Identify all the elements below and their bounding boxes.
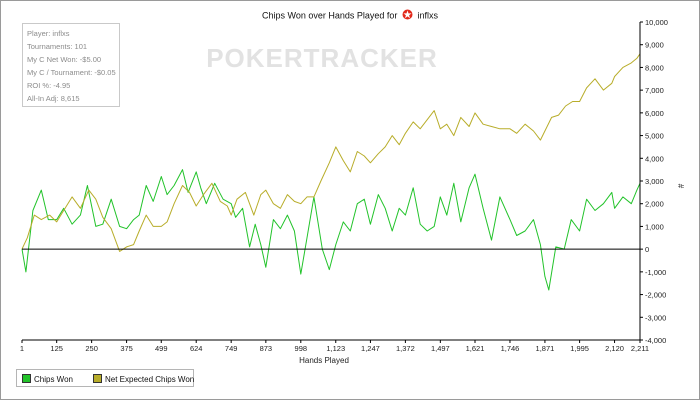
series-line-chips-won	[21, 169, 641, 291]
chart-title: Chips Won over Hands Played for inflxs	[0, 9, 700, 22]
stats-roi: ROI %: -4.95	[27, 81, 71, 90]
y-tick-label: -4,000	[645, 336, 666, 345]
y-tick-label: 3,000	[645, 177, 664, 186]
pokertracker-watermark: POKERTRACKER	[206, 43, 438, 73]
plot-area: 1 125 250 375 499 624 749 873 998 1,123 1,247 1,372…	[20, 18, 668, 353]
x-tick-label: 250	[85, 344, 98, 353]
pokerstars-icon	[402, 9, 413, 22]
stats-allin-adj: All-In Adj: 8,615	[27, 94, 80, 103]
y-tick-label: 1,000	[645, 222, 664, 231]
y-tick-label: -3,000	[645, 313, 666, 322]
x-tick-label: 1,871	[536, 344, 555, 353]
x-tick-label: 1,372	[396, 344, 415, 353]
x-axis-title: Hands Played	[299, 356, 349, 365]
chart-player-name: inflxs	[417, 10, 438, 21]
stats-player: Player: inflxs	[27, 29, 70, 38]
x-tick-label: 624	[190, 344, 203, 353]
x-tick-label: 1,746	[501, 344, 520, 353]
y-tick-label: 8,000	[645, 63, 664, 72]
x-tick-label: 499	[155, 344, 168, 353]
y-axis-title: #	[676, 184, 685, 189]
y-tick-label: 10,000	[645, 18, 668, 27]
x-tick-label: 2,120	[605, 344, 624, 353]
stats-panel: Player: inflxs Tournaments: 101 My C Net…	[22, 23, 120, 107]
y-tick-label: 7,000	[645, 86, 664, 95]
legend-label-net-expected: Net Expected Chips Won	[105, 375, 195, 384]
x-tick-label: 1,497	[431, 344, 450, 353]
legend-label-chips-won: Chips Won	[34, 375, 73, 384]
x-tick-label: 1,995	[570, 344, 589, 353]
y-tick-label: 4,000	[645, 154, 664, 163]
y-tick-label: 0	[645, 245, 649, 254]
x-tick-label: 1,123	[326, 344, 345, 353]
chart-legend: Chips Won Net Expected Chips Won	[16, 369, 194, 387]
stats-per-tournament: My C / Tournament: -$0.05	[27, 68, 116, 77]
legend-swatch-chips-won	[22, 374, 31, 383]
x-tick-label: 125	[50, 344, 63, 353]
x-tick-label: 375	[120, 344, 133, 353]
legend-item-net-expected[interactable]: Net Expected Chips Won	[93, 374, 194, 384]
x-tick-label: 749	[225, 344, 238, 353]
y-tick-label: 9,000	[645, 41, 664, 50]
x-tick-label: 1	[20, 344, 24, 353]
legend-item-chips-won[interactable]: Chips Won	[22, 374, 73, 384]
legend-swatch-net-expected	[93, 374, 102, 383]
stats-tournaments: Tournaments: 101	[27, 42, 88, 51]
x-tick-label: 873	[260, 344, 273, 353]
x-tick-label: 1,621	[466, 344, 485, 353]
y-tick-label: -1,000	[645, 268, 666, 277]
y-tick-label: -2,000	[645, 291, 666, 300]
x-tick-label: 2,211	[631, 344, 649, 353]
x-tick-label: 998	[295, 344, 308, 353]
chart-title-text: Chips Won over Hands Played for	[262, 10, 398, 21]
stats-net-won: My C Net Won: -$5.00	[27, 55, 102, 64]
y-tick-label: 5,000	[645, 132, 664, 141]
series-line-net-expected	[21, 53, 641, 252]
y-tick-label: 2,000	[645, 200, 664, 209]
x-tick-label: 1,247	[361, 344, 380, 353]
y-tick-label: 6,000	[645, 109, 664, 118]
